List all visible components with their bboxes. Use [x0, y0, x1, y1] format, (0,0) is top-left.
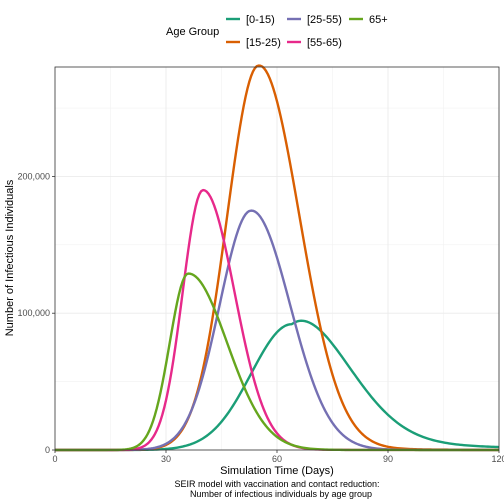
legend-label: [15-25) [246, 37, 281, 49]
x-tick-label: 60 [272, 454, 282, 464]
x-axis: 0 30 60 90 120 [52, 450, 504, 464]
x-tick-label: 0 [52, 454, 57, 464]
y-tick-label: 0 [45, 445, 50, 455]
x-tick-label: 90 [383, 454, 393, 464]
x-axis-title: Simulation Time (Days) [220, 465, 334, 477]
caption-line-1: SEIR model with vaccination and contact … [174, 479, 379, 489]
y-tick-label: 200,000 [17, 171, 50, 181]
legend-item: [15-25) [226, 37, 281, 49]
legend: Age Group [0-15) [15-25) [25-55) [55-65) 65+ [166, 14, 388, 49]
y-axis-title: Number of Infectious Individuals [4, 179, 16, 336]
legend-label: 65+ [369, 14, 388, 26]
x-tick-label: 120 [491, 454, 504, 464]
caption-line-2: Number of infectious individuals by age … [190, 489, 372, 499]
legend-label: [55-65) [307, 37, 342, 49]
legend-label: [0-15) [246, 14, 275, 26]
plot-panel [54, 64, 500, 452]
y-tick-label: 100,000 [17, 308, 50, 318]
x-tick-label: 30 [161, 454, 171, 464]
legend-title: Age Group [166, 26, 219, 38]
legend-item: [25-55) [287, 14, 342, 26]
legend-item: [55-65) [287, 37, 342, 49]
y-axis: 0 100,000 200,000 [17, 171, 55, 455]
legend-item: 65+ [349, 14, 388, 26]
legend-label: [25-55) [307, 14, 342, 26]
legend-item: [0-15) [226, 14, 275, 26]
